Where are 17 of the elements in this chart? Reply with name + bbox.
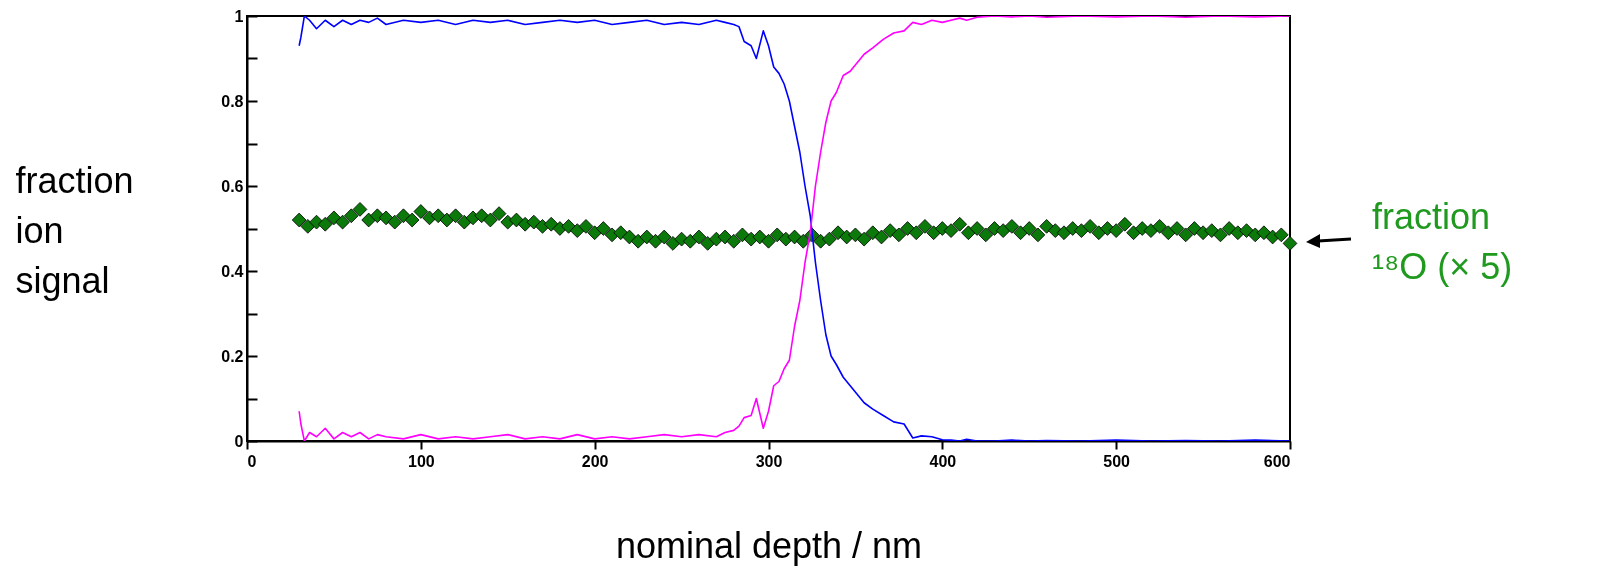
x-tick-label: 400 xyxy=(929,452,957,470)
x-tick-label: 500 xyxy=(1103,452,1131,470)
y-axis-title: fraction ion signal xyxy=(15,159,134,301)
x-tick-label: 600 xyxy=(1263,452,1291,470)
y-tick-label: 0.8 xyxy=(221,92,244,110)
y-tick-label: 0 xyxy=(234,432,244,450)
x-tick-label: 200 xyxy=(581,452,609,470)
y-tick-label: 0.2 xyxy=(221,347,244,365)
line-series xyxy=(298,16,1290,441)
x-tick-label: 100 xyxy=(407,452,435,470)
y-tick-label: 0.6 xyxy=(221,177,244,195)
x-tick-label: 300 xyxy=(755,452,783,470)
text: fraction ¹⁸O (× 5) xyxy=(1372,195,1513,289)
y-tick-label: 0.4 xyxy=(221,262,244,280)
x-axis-title: nominal depth / nm xyxy=(615,524,923,566)
y-tick-label: 1 xyxy=(234,7,244,25)
x-tick-label: 0 xyxy=(247,452,257,470)
